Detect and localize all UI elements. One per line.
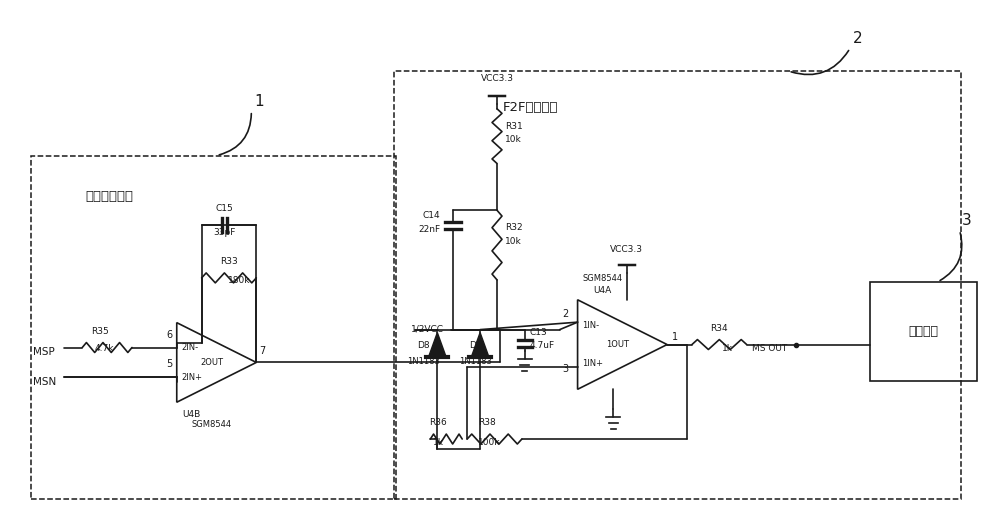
Text: 2IN-: 2IN- bbox=[182, 343, 199, 352]
Text: 2: 2 bbox=[853, 31, 863, 46]
Polygon shape bbox=[471, 332, 489, 357]
Text: 1k: 1k bbox=[433, 438, 444, 447]
Text: 微控制器: 微控制器 bbox=[909, 325, 939, 338]
Text: MSN: MSN bbox=[33, 377, 56, 387]
Text: 4.7k: 4.7k bbox=[94, 344, 114, 354]
Text: 1/2VCC: 1/2VCC bbox=[410, 325, 443, 333]
Text: 5: 5 bbox=[167, 359, 173, 370]
Text: 1N1183: 1N1183 bbox=[407, 357, 440, 367]
Text: 10k: 10k bbox=[505, 237, 522, 246]
Text: C15: C15 bbox=[216, 204, 233, 213]
Text: D7: D7 bbox=[469, 341, 481, 349]
Text: R32: R32 bbox=[505, 223, 523, 232]
Text: 1k: 1k bbox=[722, 343, 733, 353]
Text: R38: R38 bbox=[478, 418, 496, 427]
Text: 1IN-: 1IN- bbox=[583, 321, 600, 330]
Bar bbox=[31, 156, 396, 499]
Text: 7: 7 bbox=[259, 346, 266, 357]
Text: R31: R31 bbox=[505, 121, 523, 131]
Text: 22nF: 22nF bbox=[418, 225, 440, 234]
Text: MS OUT: MS OUT bbox=[752, 343, 787, 353]
Text: 33pF: 33pF bbox=[213, 228, 236, 237]
Text: R36: R36 bbox=[429, 418, 447, 427]
Text: VCC3.3: VCC3.3 bbox=[610, 245, 643, 254]
Text: 2OUT: 2OUT bbox=[200, 358, 223, 367]
Text: R35: R35 bbox=[91, 327, 109, 336]
Text: 2: 2 bbox=[563, 309, 569, 319]
Text: 1: 1 bbox=[672, 331, 678, 342]
Bar bbox=[870, 282, 977, 382]
Text: D8: D8 bbox=[417, 341, 430, 349]
Text: C14: C14 bbox=[423, 211, 440, 220]
Text: R34: R34 bbox=[711, 324, 728, 332]
Text: 1IN+: 1IN+ bbox=[583, 359, 604, 369]
Text: R33: R33 bbox=[220, 257, 238, 266]
Bar bbox=[394, 71, 961, 499]
Polygon shape bbox=[428, 332, 446, 357]
Text: 6: 6 bbox=[167, 329, 173, 340]
Text: 3: 3 bbox=[563, 364, 569, 374]
Text: 1N1183: 1N1183 bbox=[459, 357, 492, 367]
Text: 4.7uF: 4.7uF bbox=[530, 341, 555, 349]
Text: 100k: 100k bbox=[478, 438, 500, 447]
Text: 10k: 10k bbox=[505, 134, 522, 144]
Text: SGM8544: SGM8544 bbox=[582, 274, 623, 283]
Text: U4A: U4A bbox=[593, 286, 612, 295]
Text: SGM8544: SGM8544 bbox=[191, 420, 232, 429]
Text: MSP: MSP bbox=[33, 347, 54, 357]
Text: 1: 1 bbox=[254, 94, 264, 109]
Text: VCC3.3: VCC3.3 bbox=[481, 74, 514, 83]
Text: F2F编码电路: F2F编码电路 bbox=[503, 101, 558, 114]
Text: 1OUT: 1OUT bbox=[606, 340, 629, 349]
Text: U4B: U4B bbox=[183, 410, 201, 419]
Text: 前置放大电路: 前置放大电路 bbox=[85, 190, 133, 203]
Text: C13: C13 bbox=[530, 328, 548, 337]
Text: 2IN+: 2IN+ bbox=[182, 373, 203, 382]
Text: 3: 3 bbox=[962, 213, 971, 228]
Text: 180k: 180k bbox=[228, 276, 250, 285]
